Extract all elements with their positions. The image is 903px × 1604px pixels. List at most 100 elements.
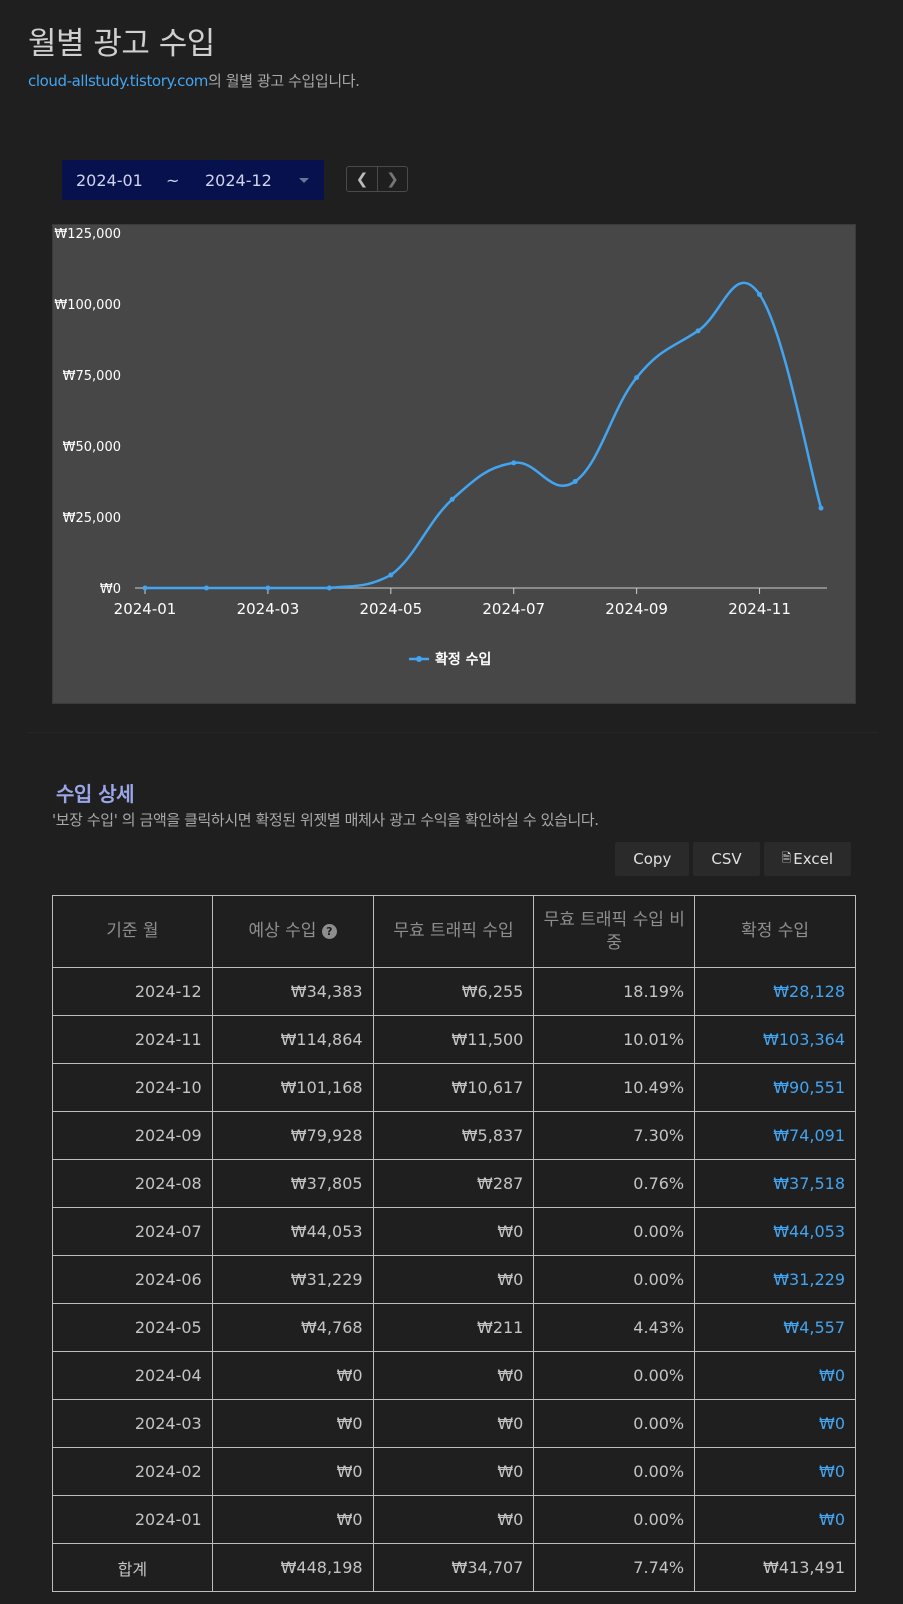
cell-confirmed[interactable]: ₩103,364	[694, 1015, 856, 1064]
cell-invalid-ratio: 10.01%	[533, 1015, 696, 1064]
cell-confirmed[interactable]: ₩4,557	[694, 1303, 856, 1352]
table-row: 2024-10 ₩101,168 ₩10,617 10.49% ₩90,551	[52, 1063, 856, 1112]
cell-confirmed[interactable]: ₩74,091	[694, 1111, 856, 1160]
x-tick-label: 2024-05	[359, 600, 422, 618]
cell-invalid-traffic: ₩0	[372, 1207, 535, 1256]
cell-confirmed[interactable]: ₩37,518	[694, 1159, 856, 1208]
data-point[interactable]	[326, 585, 332, 591]
table-row: 2024-12 ₩34,383 ₩6,255 18.19% ₩28,128	[52, 967, 856, 1016]
data-point[interactable]	[388, 572, 394, 578]
copy-button[interactable]: Copy	[615, 842, 690, 876]
cell-expected: ₩101,168	[211, 1063, 374, 1112]
total-invalid-ratio: 7.74%	[533, 1543, 696, 1592]
blog-link[interactable]: cloud-allstudy.tistory.com	[28, 72, 209, 90]
data-point[interactable]	[757, 291, 763, 297]
excel-button[interactable]: 🗎 Excel	[763, 842, 851, 876]
table-row: 2024-05 ₩4,768 ₩211 4.43% ₩4,557	[52, 1303, 856, 1352]
cell-confirmed[interactable]: ₩90,551	[694, 1063, 856, 1112]
cell-expected: ₩44,053	[211, 1207, 374, 1256]
data-point[interactable]	[572, 478, 578, 484]
caret-down-icon	[299, 178, 309, 183]
cell-confirmed[interactable]: ₩44,053	[694, 1207, 856, 1256]
cell-expected: ₩0	[211, 1351, 374, 1400]
cell-invalid-traffic: ₩287	[372, 1159, 535, 1208]
cell-invalid-ratio: 18.19%	[533, 967, 696, 1016]
chevron-left-icon[interactable]: ❮	[355, 170, 369, 188]
cell-confirmed[interactable]: ₩28,128	[694, 967, 856, 1016]
cell-expected: ₩79,928	[211, 1111, 374, 1160]
section-divider	[28, 732, 878, 733]
col-expected: 예상 수입 ?	[211, 895, 374, 968]
cell-invalid-traffic: ₩0	[372, 1495, 535, 1544]
data-point[interactable]	[511, 460, 517, 466]
table-row: 2024-06 ₩31,229 ₩0 0.00% ₩31,229	[52, 1255, 856, 1304]
cell-confirmed[interactable]: ₩0	[694, 1447, 856, 1496]
y-tick-label: ₩50,000	[63, 440, 121, 455]
data-point[interactable]	[265, 585, 271, 591]
x-tick-label: 2024-03	[237, 600, 300, 618]
cell-invalid-ratio: 7.30%	[533, 1111, 696, 1160]
details-description: '보장 수입' 의 금액을 클릭하시면 확정된 위젯별 매체사 광고 수익을 확…	[52, 811, 599, 829]
cell-invalid-ratio: 0.00%	[533, 1399, 696, 1448]
page-title: 월별 광고 수입	[28, 26, 215, 62]
cell-confirmed[interactable]: ₩0	[694, 1399, 856, 1448]
cell-confirmed[interactable]: ₩0	[694, 1351, 856, 1400]
chart-svg: ₩0 ₩25,000 ₩50,000 ₩75,000 ₩100,000 ₩125,000 2…	[54, 227, 827, 668]
revenue-chart: ₩0 ₩25,000 ₩50,000 ₩75,000 ₩100,000 ₩125,000 2…	[52, 224, 856, 704]
data-point[interactable]	[818, 505, 824, 511]
details-title: 수입 상세	[56, 782, 135, 806]
cell-month: 2024-08	[52, 1159, 213, 1208]
col-invalid-traffic: 무효 트래픽 수입	[372, 895, 535, 968]
col-month: 기준 월	[52, 895, 213, 968]
data-point[interactable]	[449, 496, 455, 502]
data-point[interactable]	[142, 585, 148, 591]
cell-invalid-traffic: ₩211	[372, 1303, 535, 1352]
cell-invalid-ratio: 0.00%	[533, 1447, 696, 1496]
legend-marker	[416, 656, 422, 662]
cell-invalid-traffic: ₩0	[372, 1399, 535, 1448]
legend-label[interactable]: 확정 수입	[435, 651, 491, 668]
table-row: 2024-01 ₩0 ₩0 0.00% ₩0	[52, 1495, 856, 1544]
y-tick-label: ₩75,000	[63, 369, 121, 384]
cell-month: 2024-07	[52, 1207, 213, 1256]
cell-invalid-ratio: 0.00%	[533, 1495, 696, 1544]
cell-confirmed[interactable]: ₩0	[694, 1495, 856, 1544]
cell-invalid-ratio: 4.43%	[533, 1303, 696, 1352]
col-expected-label: 예상 수입	[248, 921, 317, 941]
table-row: 2024-09 ₩79,928 ₩5,837 7.30% ₩74,091	[52, 1111, 856, 1160]
range-start: 2024-01	[76, 171, 143, 190]
revenue-table: 기준 월 예상 수입 ? 무효 트래픽 수입 무효 트래픽 수입 비중 확정 수…	[52, 895, 856, 1592]
range-nav: ❮ ❯	[346, 166, 408, 192]
data-point[interactable]	[203, 585, 209, 591]
y-tick-label: ₩125,000	[54, 227, 121, 242]
csv-button[interactable]: CSV	[693, 842, 760, 876]
cell-month: 2024-11	[52, 1015, 213, 1064]
table-row: 2024-04 ₩0 ₩0 0.00% ₩0	[52, 1351, 856, 1400]
cell-invalid-ratio: 0.00%	[533, 1207, 696, 1256]
date-range-select[interactable]: 2024-01 ~ 2024-12	[62, 160, 324, 200]
cell-invalid-traffic: ₩11,500	[372, 1015, 535, 1064]
cell-invalid-ratio: 0.00%	[533, 1255, 696, 1304]
cell-invalid-traffic: ₩0	[372, 1447, 535, 1496]
cell-invalid-traffic: ₩5,837	[372, 1111, 535, 1160]
cell-confirmed[interactable]: ₩31,229	[694, 1255, 856, 1304]
series-line	[144, 281, 823, 590]
cell-month: 2024-09	[52, 1111, 213, 1160]
cell-expected: ₩37,805	[211, 1159, 374, 1208]
cell-expected: ₩4,768	[211, 1303, 374, 1352]
table-row: 2024-08 ₩37,805 ₩287 0.76% ₩37,518	[52, 1159, 856, 1208]
data-point[interactable]	[695, 328, 701, 334]
range-end: 2024-12	[205, 171, 272, 190]
x-tick-label: 2024-09	[605, 600, 668, 618]
y-tick-label: ₩0	[100, 582, 121, 597]
chevron-right-icon[interactable]: ❯	[377, 167, 407, 191]
question-circle-icon[interactable]: ?	[321, 924, 337, 939]
data-point[interactable]	[634, 375, 640, 381]
x-tick-label: 2024-07	[482, 600, 545, 618]
total-confirmed: ₩413,491	[694, 1543, 856, 1592]
cell-invalid-traffic: ₩0	[372, 1255, 535, 1304]
subtitle-text: 의 월별 광고 수입입니다.	[208, 72, 360, 90]
cell-month: 2024-10	[52, 1063, 213, 1112]
cell-invalid-ratio: 10.49%	[533, 1063, 696, 1112]
cell-expected: ₩34,383	[211, 967, 374, 1016]
